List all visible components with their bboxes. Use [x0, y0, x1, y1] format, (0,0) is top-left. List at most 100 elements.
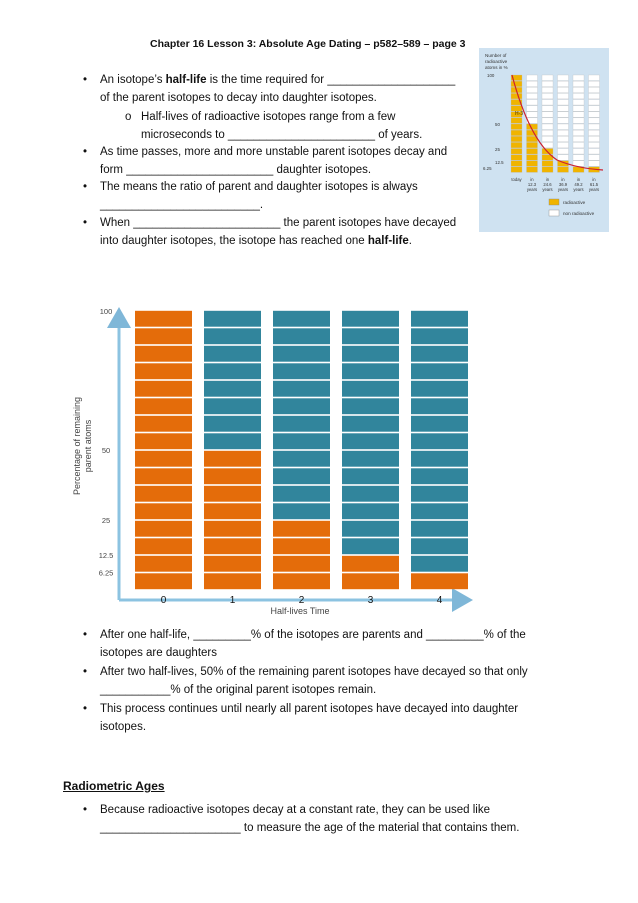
- parent-segment: [411, 573, 468, 590]
- legend-nonradioactive-label: non radioactive: [563, 211, 595, 216]
- inset-title-line3: atoms in %: [485, 65, 508, 70]
- daughter-segment: [342, 380, 399, 397]
- parent-segment: [135, 398, 192, 415]
- inset-nonradioactive-segment: [526, 80, 538, 87]
- inset-nonradioactive-segment: [557, 93, 569, 100]
- parent-segment: [135, 363, 192, 380]
- inset-decay-curve: [511, 74, 604, 171]
- x-tick-label: 4: [437, 595, 443, 606]
- parent-segment: [135, 310, 192, 327]
- parent-segment: [204, 520, 261, 537]
- inset-nonradioactive-segment: [572, 80, 585, 87]
- legend-radioactive-swatch: [548, 198, 560, 206]
- inset-nonradioactive-segment: [557, 142, 569, 149]
- inset-nonradioactive-segment: [588, 136, 600, 142]
- inset-radioactive-segment: [541, 160, 554, 167]
- daughter-segment: [273, 380, 330, 397]
- y-tick-label: 50: [102, 446, 110, 455]
- parent-segment: [273, 538, 330, 555]
- x-tick-label: 2: [299, 595, 305, 606]
- parent-segment: [204, 555, 261, 572]
- daughter-segment: [204, 345, 261, 362]
- inset-nonradioactive-segment: [557, 148, 569, 155]
- daughter-segment: [342, 398, 399, 415]
- inset-nonradioactive-segment: [541, 105, 554, 112]
- parent-segment: [273, 555, 330, 572]
- inset-nonradioactive-segment: [526, 99, 538, 106]
- inset-nonradioactive-segment: [588, 160, 600, 167]
- daughter-segment: [411, 520, 468, 537]
- inset-bar-label: H-3: [515, 111, 523, 117]
- inset-radioactive-segment: [510, 154, 523, 161]
- section-title-radiometric-ages: Radiometric Ages: [63, 779, 165, 793]
- inset-nonradioactive-segment: [557, 105, 569, 112]
- parent-segment: [135, 415, 192, 432]
- inset-nonradioactive-segment: [557, 129, 569, 136]
- page-header: Chapter 16 Lesson 3: Absolute Age Dating…: [150, 38, 466, 50]
- inset-x-label: in: [577, 177, 581, 182]
- inset-radioactive-segment: [526, 166, 538, 173]
- inset-radioactive-segment: [510, 117, 523, 124]
- inset-nonradioactive-segment: [557, 74, 569, 81]
- daughter-segment: [342, 468, 399, 485]
- inset-radioactive-segment: [510, 148, 523, 155]
- daughter-segment: [411, 450, 468, 467]
- inset-x-label: in: [592, 177, 596, 182]
- daughter-segment: [342, 538, 399, 555]
- daughter-segment: [411, 485, 468, 502]
- inset-x-label: 12.3: [528, 182, 537, 187]
- inset-radioactive-segment: [526, 142, 538, 149]
- inset-x-label: in: [561, 177, 565, 182]
- inset-nonradioactive-segment: [526, 87, 538, 93]
- inset-radioactive-segment: [510, 142, 523, 149]
- inset-nonradioactive-segment: [588, 99, 600, 106]
- daughter-segment: [273, 328, 330, 345]
- daughter-segment: [273, 485, 330, 502]
- inset-radioactive-segment: [510, 93, 523, 100]
- inset-nonradioactive-segment: [557, 154, 569, 161]
- daughter-segment: [411, 328, 468, 345]
- legend-nonradioactive-swatch: [548, 209, 560, 217]
- daughter-segment: [411, 398, 468, 415]
- inset-radioactive-segment: [526, 148, 538, 155]
- inset-nonradioactive-segment: [526, 105, 538, 112]
- inset-nonradioactive-segment: [572, 99, 585, 106]
- bullet-after-one-half-life: • After one half-life, _________% of the…: [83, 629, 526, 659]
- inset-nonradioactive-segment: [541, 87, 554, 93]
- inset-x-label: 36.9: [559, 182, 568, 187]
- inset-radioactive-segment: [557, 166, 569, 173]
- daughter-segment: [342, 415, 399, 432]
- daughter-segment: [273, 503, 330, 520]
- daughter-segment: [204, 328, 261, 345]
- daughter-segment: [204, 433, 261, 450]
- parent-segment: [135, 485, 192, 502]
- daughter-segment: [411, 415, 468, 432]
- inset-nonradioactive-segment: [572, 111, 585, 118]
- bullet-one-half-life: • When _______________________ the paren…: [83, 217, 457, 247]
- parent-segment: [204, 468, 261, 485]
- inset-nonradioactive-segment: [572, 87, 585, 93]
- parent-segment: [204, 573, 261, 590]
- inset-nonradioactive-segment: [541, 93, 554, 100]
- inset-x-label: today: [511, 177, 522, 182]
- y-axis-title-line2: parent atoms: [83, 419, 93, 472]
- inset-nonradioactive-segment: [541, 123, 554, 130]
- inset-x-label: 24.6: [543, 182, 552, 187]
- inset-nonradioactive-segment: [572, 74, 585, 81]
- daughter-segment: [411, 468, 468, 485]
- inset-nonradioactive-segment: [572, 148, 585, 155]
- inset-nonradioactive-segment: [541, 74, 554, 81]
- sub-bullet-marker: o: [125, 111, 132, 123]
- inset-radioactive-segment: [526, 154, 538, 161]
- parent-segment: [135, 520, 192, 537]
- inset-x-label: years: [573, 187, 583, 192]
- inset-radioactive-segment: [510, 111, 523, 118]
- inset-radioactive-segment: [526, 160, 538, 167]
- inset-radioactive-segment: [510, 74, 523, 81]
- inset-nonradioactive-segment: [526, 117, 538, 124]
- inset-nonradioactive-segment: [588, 111, 600, 118]
- x-axis-title: Half-lives Time: [270, 606, 329, 616]
- inset-nonradioactive-segment: [541, 111, 554, 118]
- bullet-process-continues: • This process continues until nearly al…: [83, 703, 519, 733]
- daughter-segment: [273, 398, 330, 415]
